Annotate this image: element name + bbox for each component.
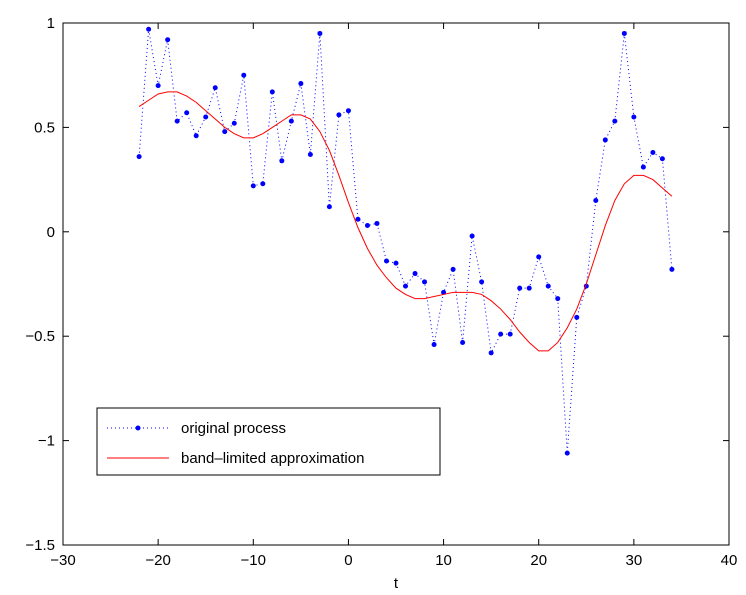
series-line-1 [138, 29, 673, 454]
data-point [393, 260, 399, 266]
y-tick-label: −0.5 [25, 328, 55, 345]
data-point [355, 216, 361, 222]
data-point [422, 279, 428, 285]
x-axis-label: t [394, 575, 399, 592]
x-tick-label: 30 [626, 552, 643, 569]
data-point [288, 118, 294, 124]
x-tick-label: 20 [530, 552, 547, 569]
data-point [650, 149, 656, 155]
data-point [146, 26, 152, 32]
data-point [640, 164, 646, 170]
data-point [555, 296, 561, 302]
data-point [441, 289, 447, 295]
data-point [260, 181, 266, 187]
x-tick-label: 0 [344, 552, 352, 569]
data-point [269, 89, 275, 95]
data-point [526, 285, 532, 291]
data-point [403, 283, 409, 289]
data-point [174, 118, 180, 124]
legend-marker [135, 425, 141, 431]
x-tick-label: 40 [721, 552, 738, 569]
data-point [279, 158, 285, 164]
data-point [621, 30, 627, 36]
data-point [374, 220, 380, 226]
data-point [184, 110, 190, 116]
data-point [307, 152, 313, 158]
data-point [498, 331, 504, 337]
y-tick-label: 0 [47, 224, 55, 241]
data-point [659, 156, 665, 162]
data-point [165, 37, 171, 43]
data-point [412, 271, 418, 277]
data-point [317, 30, 323, 36]
data-point [669, 266, 675, 272]
data-point [593, 197, 599, 203]
plot-area [62, 22, 730, 546]
data-point [203, 114, 209, 120]
y-tick-label: 1 [47, 15, 55, 32]
x-tick-label: 10 [435, 552, 452, 569]
data-point [479, 279, 485, 285]
legend-label-2: band–limited approximation [181, 450, 364, 467]
data-point [250, 183, 256, 189]
y-tick-label: −1.5 [25, 537, 55, 554]
data-point [631, 114, 637, 120]
data-point [602, 137, 608, 143]
legend: original process band–limited approximati… [96, 407, 441, 476]
data-point [460, 339, 466, 345]
data-point [450, 266, 456, 272]
data-point [488, 350, 494, 356]
x-tick-label: −30 [50, 552, 75, 569]
legend-label-1: original process [181, 420, 286, 437]
axis-ticks: −30 −20 −10 0 10 20 30 40 −1.5 −1 −0.5 0 0.5 1 [25, 15, 737, 569]
data-point [345, 108, 351, 114]
data-point [336, 112, 342, 118]
y-tick-label: −1 [38, 433, 55, 450]
data-point [536, 254, 542, 260]
data-point [222, 129, 228, 135]
data-point [574, 314, 580, 320]
data-point [469, 233, 475, 239]
data-point [564, 450, 570, 456]
data-point [241, 72, 247, 78]
axes-frame [62, 22, 730, 546]
series-line-2 [138, 91, 673, 352]
data-point [298, 81, 304, 87]
data-point [431, 342, 437, 348]
data-point [545, 283, 551, 289]
data-point [517, 285, 523, 291]
data-point [612, 118, 618, 124]
data-point [326, 204, 332, 210]
x-tick-label: −10 [241, 552, 266, 569]
data-point [507, 331, 513, 337]
data-point [193, 133, 199, 139]
legend-box [96, 407, 441, 476]
x-tick-label: −20 [145, 552, 170, 569]
data-point [136, 154, 142, 160]
y-tick-label: 0.5 [34, 119, 55, 136]
data-point [155, 83, 161, 89]
data-point [364, 223, 370, 229]
data-point [231, 120, 237, 126]
data-point [383, 258, 389, 264]
data-point [212, 85, 218, 91]
